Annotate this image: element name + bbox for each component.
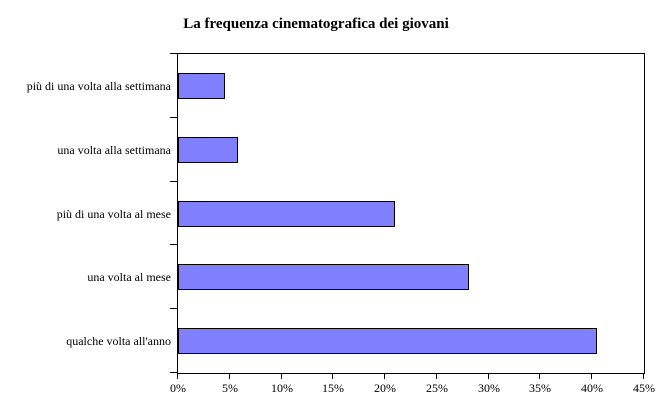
x-tick-label: 20% xyxy=(374,381,396,395)
x-tick-label: 45% xyxy=(633,381,655,395)
y-axis-tick xyxy=(170,53,178,54)
y-axis-tick xyxy=(170,308,178,309)
category-label: una volta alla settimana xyxy=(57,143,171,157)
bar-5 xyxy=(178,328,597,354)
category-label: più di una volta al mese xyxy=(56,207,171,221)
x-tick-label: 40% xyxy=(581,381,603,395)
x-axis-tick xyxy=(488,374,489,379)
x-axis-tick xyxy=(643,374,644,379)
category-label: qualche volta all'anno xyxy=(66,334,171,348)
x-tick-label: 35% xyxy=(529,381,551,395)
x-tick-label: 0% xyxy=(170,381,186,395)
bar-2 xyxy=(178,137,238,163)
x-axis-tick xyxy=(384,374,385,379)
x-axis-tick xyxy=(436,374,437,379)
x-axis-tick xyxy=(229,374,230,379)
x-axis-tick xyxy=(332,374,333,379)
x-axis-tick xyxy=(591,374,592,379)
y-axis-tick xyxy=(170,244,178,245)
bar-4 xyxy=(178,264,469,290)
y-axis-tick xyxy=(170,181,178,182)
bar-3 xyxy=(178,201,395,227)
x-axis-tick xyxy=(539,374,540,379)
plot-area xyxy=(177,53,645,374)
x-tick-label: 25% xyxy=(426,381,448,395)
x-axis-tick xyxy=(281,374,282,379)
category-label: più di una volta alla settimana xyxy=(26,79,171,93)
y-axis-tick xyxy=(170,117,178,118)
chart-title: La frequenza cinematografica dei giovani xyxy=(183,16,449,32)
x-axis-tick xyxy=(177,374,178,379)
x-tick-label: 30% xyxy=(478,381,500,395)
category-label: una volta al mese xyxy=(87,270,171,284)
bar-1 xyxy=(178,73,225,99)
x-tick-label: 5% xyxy=(222,381,238,395)
y-axis-tick xyxy=(170,372,178,373)
x-tick-label: 10% xyxy=(271,381,293,395)
x-tick-label: 15% xyxy=(322,381,344,395)
